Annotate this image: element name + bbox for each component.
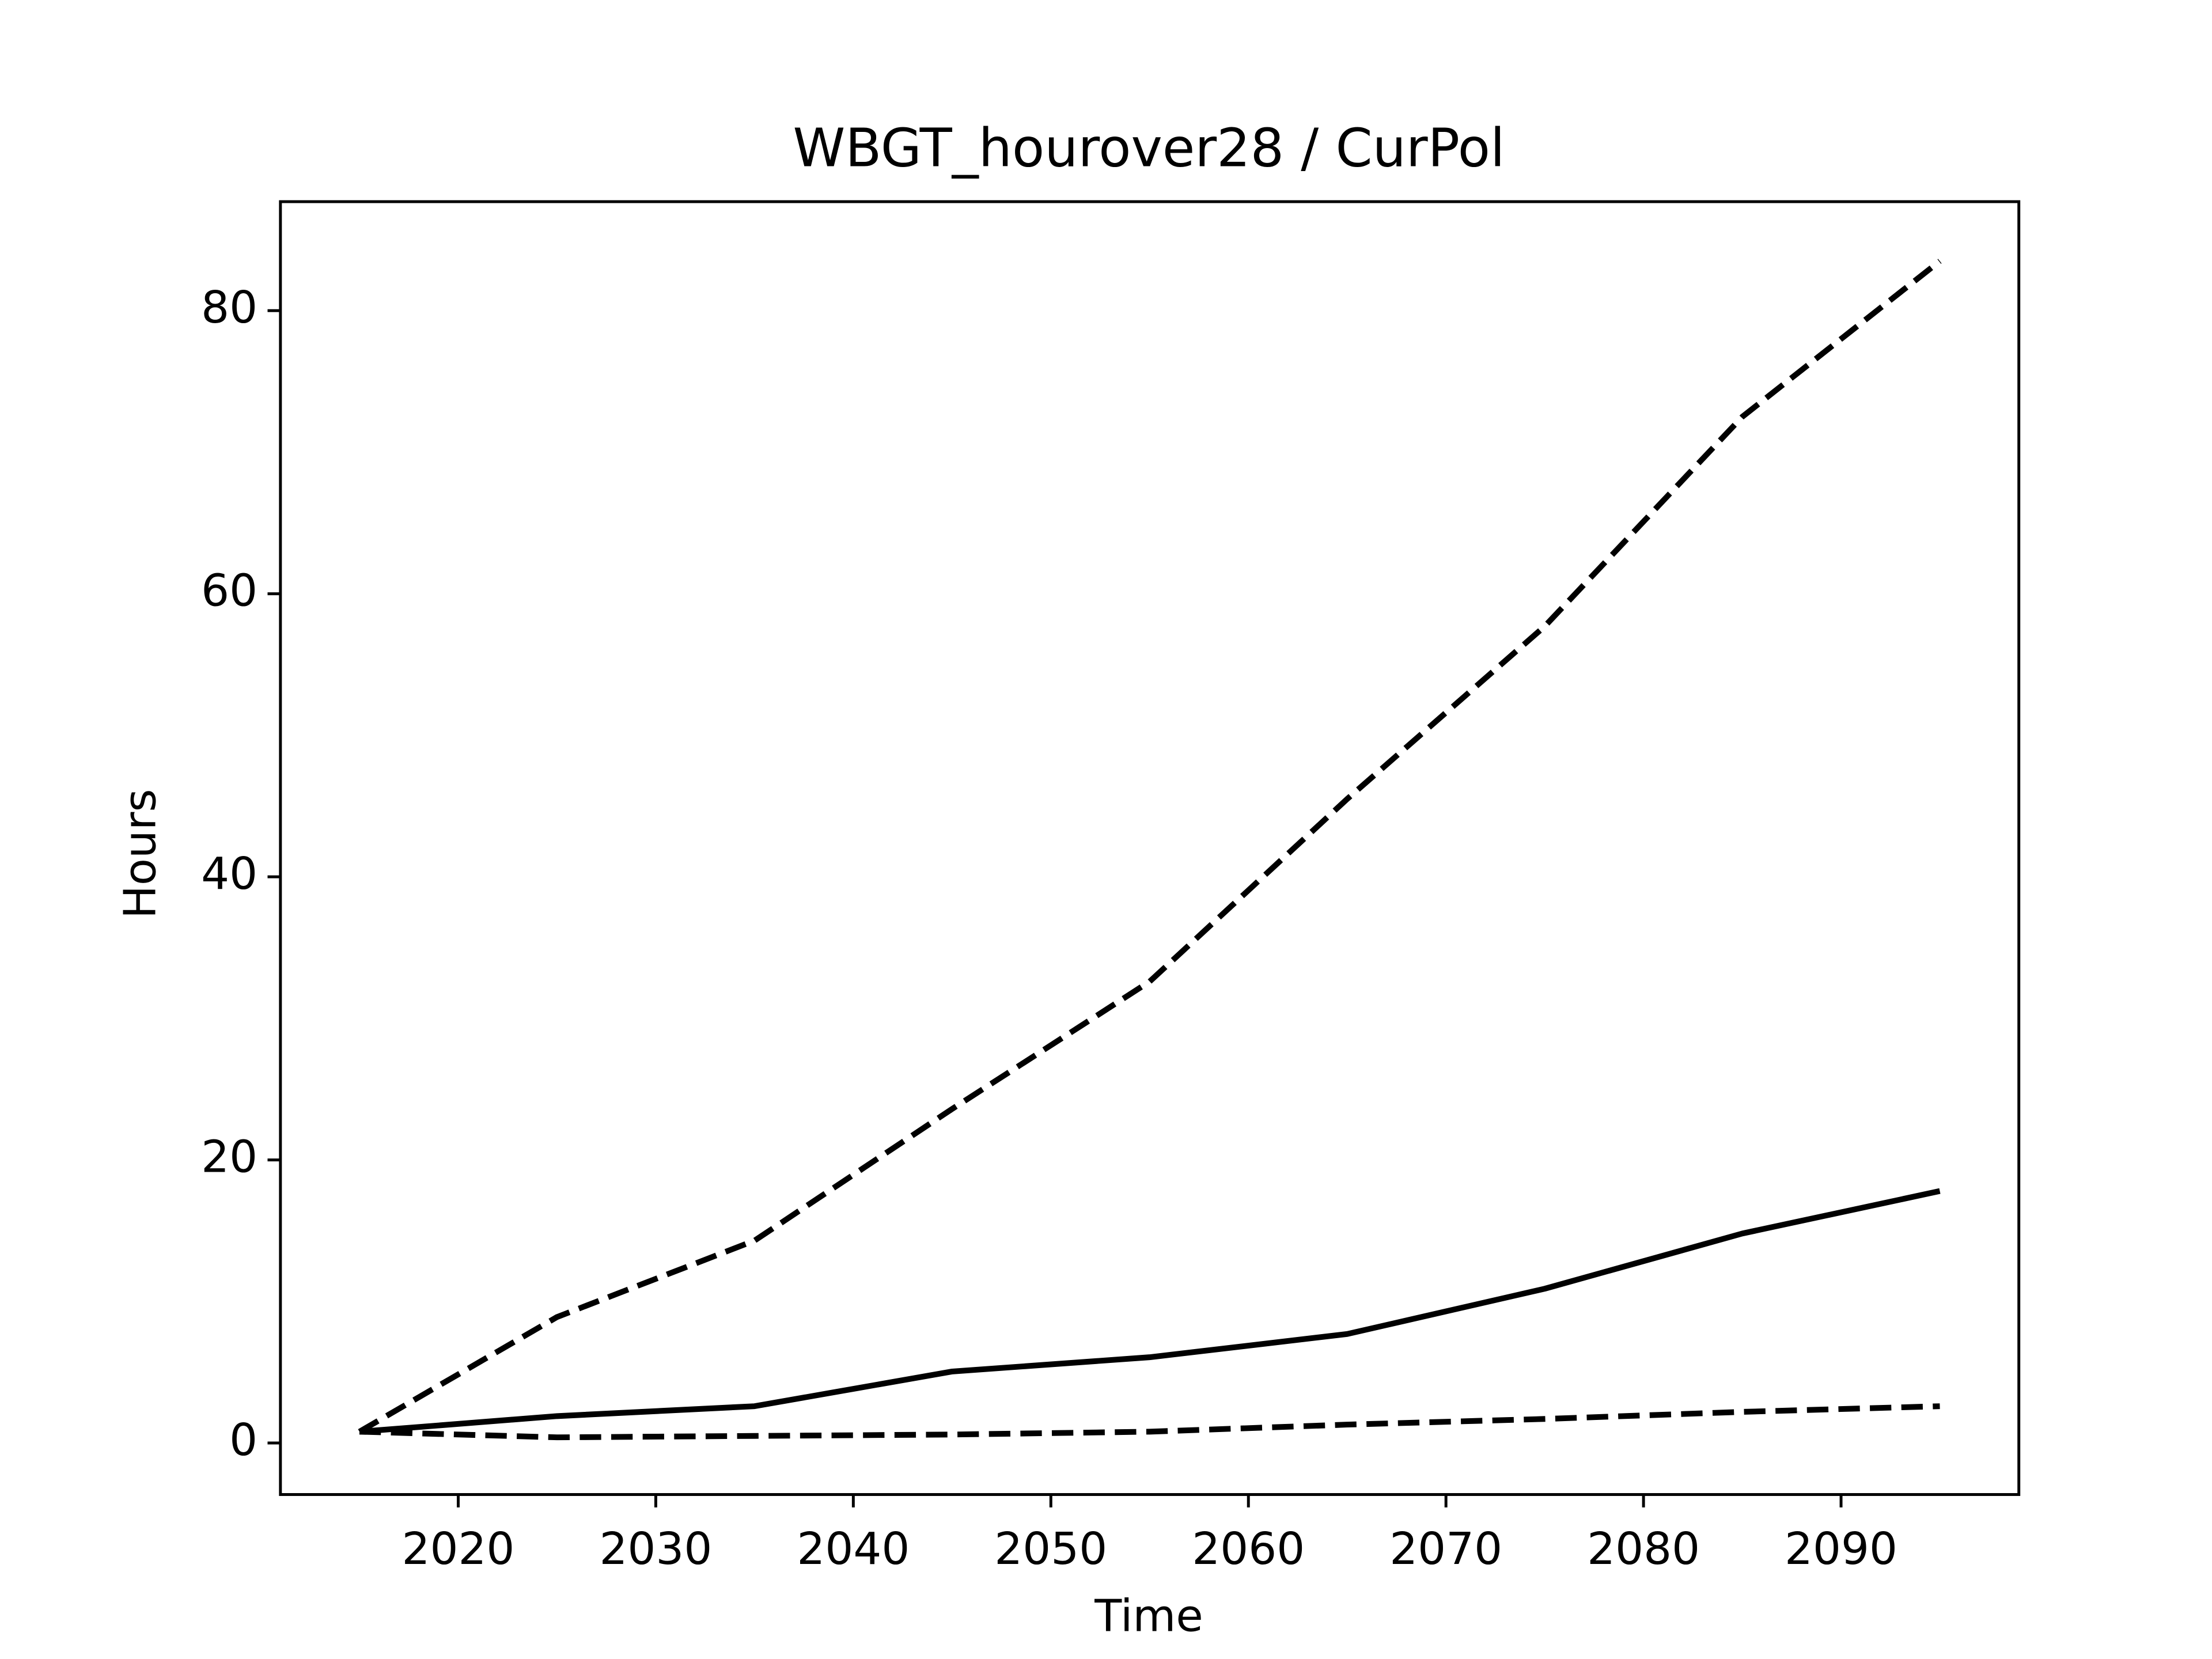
x-tick-label: 2080 <box>1587 1524 1700 1575</box>
y-tick-label: 0 <box>229 1415 257 1466</box>
y-tick-label: 80 <box>201 282 257 334</box>
x-tick-label: 2060 <box>1192 1524 1305 1575</box>
y-tick-label: 20 <box>201 1132 257 1183</box>
x-tick-label: 2040 <box>797 1524 910 1575</box>
y-tick-label: 60 <box>201 566 257 617</box>
x-axis-label: Time <box>1094 1590 1203 1642</box>
x-tick-label: 2090 <box>1785 1524 1897 1575</box>
x-tick-label: 2030 <box>599 1524 712 1575</box>
series-line <box>359 1188 1941 1435</box>
x-tick-label: 2020 <box>402 1524 515 1575</box>
series-line <box>359 1403 1940 1441</box>
plot-frame <box>279 200 2021 1496</box>
y-axis-label: Hours <box>115 789 166 918</box>
y-tick-label: 40 <box>201 849 257 900</box>
x-tick-label: 2070 <box>1389 1524 1502 1575</box>
chart-title: WBGT_hourover28 / CurPol <box>793 118 1505 179</box>
series-line <box>358 259 1942 1434</box>
x-tick-label: 2050 <box>994 1524 1107 1575</box>
